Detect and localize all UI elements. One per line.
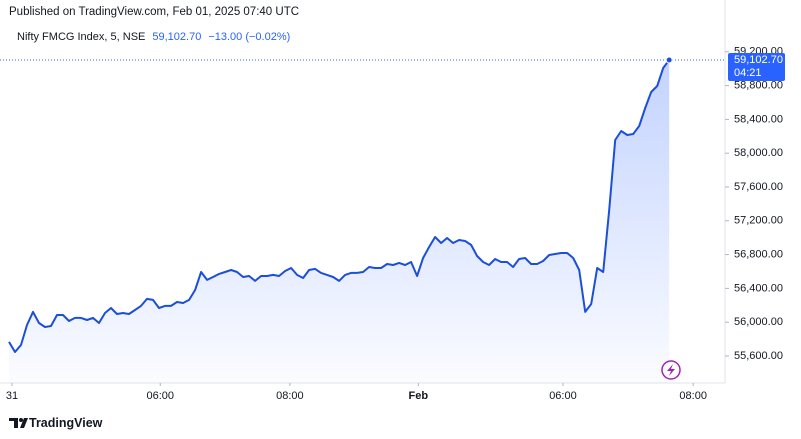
y-tick-label: 58,800.00: [734, 80, 783, 92]
y-tick-label: 56,400.00: [734, 282, 783, 294]
y-tick-label: 55,600.00: [734, 350, 783, 362]
y-tick-label: 56,000.00: [734, 316, 783, 328]
countdown: 04:21: [734, 67, 762, 79]
x-tick-label: Feb: [409, 390, 429, 402]
y-tick-label: 57,200.00: [734, 215, 783, 227]
publish-note: Published on TradingView.com, Feb 01, 20…: [9, 6, 300, 18]
x-tick-label: 08:00: [276, 390, 304, 402]
area-fill: [9, 60, 670, 383]
last-price: 59,102.70: [152, 31, 202, 43]
y-tick-label: 56,800.00: [734, 248, 783, 260]
x-tick-label: 06:00: [146, 390, 174, 402]
price-tag: 59,102.70 04:21: [728, 53, 785, 81]
legend: Nifty FMCG Index, 5, NSE 59,102.70 −13.0…: [17, 31, 290, 43]
y-tick-label: 58,000.00: [734, 147, 783, 159]
x-tick-label: 31: [6, 390, 18, 402]
symbol: Nifty FMCG Index, 5, NSE: [17, 31, 146, 43]
price-line: [8, 59, 670, 353]
price-change: −13.00 (−0.02%): [208, 31, 291, 43]
last-point: [665, 56, 673, 64]
logo-icon: [9, 418, 28, 428]
x-tick-label: 06:00: [549, 390, 577, 402]
y-tick-label: 58,400.00: [734, 113, 783, 125]
y-tick-label: 57,600.00: [734, 181, 783, 193]
x-tick-label: 08:00: [679, 390, 707, 402]
brand: TradingView: [29, 416, 103, 430]
price-tag-value: 59,102.70: [734, 54, 783, 66]
